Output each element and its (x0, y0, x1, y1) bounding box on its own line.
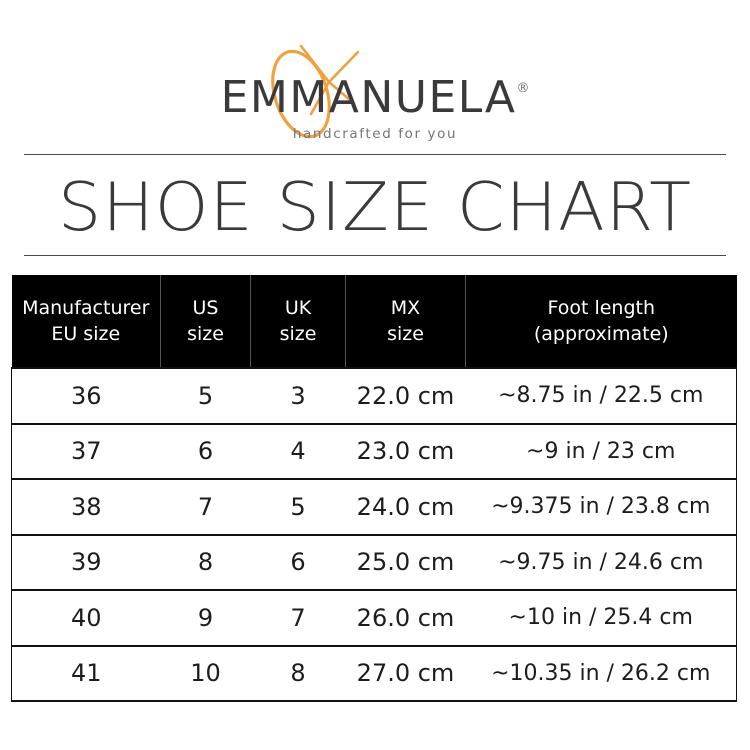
cell-foot-length: ~10.35 in / 26.2 cm (465, 644, 737, 702)
table-row: 41 10 8 27.0 cm ~10.35 in / 26.2 cm (11, 644, 737, 702)
cell-us: 7 (160, 478, 251, 535)
cell-eu: 39 (11, 533, 161, 590)
cell-uk: 4 (250, 422, 346, 479)
table-row: 37 6 4 23.0 cm ~9 in / 23 cm (11, 422, 737, 479)
cell-us: 6 (160, 422, 251, 479)
table-header: Manufacturer EU size US size UK size MX … (11, 275, 737, 368)
shoe-size-table: Manufacturer EU size US size UK size MX … (11, 275, 737, 702)
column-header-us: US size (160, 275, 251, 368)
cell-eu: 36 (11, 367, 161, 424)
column-header-us-line2: size (187, 323, 224, 345)
cell-us: 8 (160, 533, 251, 590)
registered-trademark-icon: ® (516, 81, 530, 96)
cell-eu: 40 (11, 589, 161, 646)
cell-foot-length: ~9.75 in / 24.6 cm (465, 533, 737, 590)
brand-tagline: handcrafted for you (292, 126, 458, 142)
table-body: 36 5 3 22.0 cm ~8.75 in / 22.5 cm 37 6 4… (11, 367, 737, 702)
cell-uk: 6 (250, 533, 346, 590)
table-row: 36 5 3 22.0 cm ~8.75 in / 22.5 cm (11, 367, 737, 424)
title-rule-bottom (24, 255, 726, 256)
cell-eu: 41 (11, 644, 161, 702)
cell-us: 10 (160, 644, 251, 702)
column-header-mx-line1: MX (390, 297, 421, 319)
column-header-mx: MX size (345, 275, 466, 368)
cell-us: 5 (160, 367, 251, 424)
brand-header: EMMANUELA® handcrafted for you (0, 0, 750, 150)
cell-mx: 22.0 cm (345, 367, 466, 424)
cell-mx: 25.0 cm (345, 533, 466, 590)
cell-foot-length: ~8.75 in / 22.5 cm (465, 367, 737, 424)
column-header-uk-line1: UK (284, 297, 312, 319)
cell-foot-length: ~10 in / 25.4 cm (465, 589, 737, 646)
cell-us: 9 (160, 589, 251, 646)
column-header-foot-length-line1: Foot length (547, 297, 656, 319)
cell-eu: 37 (11, 422, 161, 479)
cell-mx: 26.0 cm (345, 589, 466, 646)
cell-eu: 38 (11, 478, 161, 535)
column-header-uk: UK size (250, 275, 346, 368)
cell-mx: 24.0 cm (345, 478, 466, 535)
cell-mx: 27.0 cm (345, 644, 466, 702)
column-header-mx-line2: size (387, 323, 424, 345)
cell-uk: 7 (250, 589, 346, 646)
table-row: 38 7 5 24.0 cm ~9.375 in / 23.8 cm (11, 478, 737, 535)
column-header-eu: Manufacturer EU size (11, 275, 161, 368)
brand-name: EMMANUELA (220, 72, 517, 123)
column-header-eu-line1: Manufacturer (22, 297, 150, 319)
cell-uk: 8 (250, 644, 346, 702)
brand-lockup: EMMANUELA® handcrafted for you (215, 40, 535, 145)
page-title: SHOE SIZE CHART (57, 168, 693, 246)
column-header-us-line1: US (192, 297, 219, 319)
column-header-foot-length: Foot length (approximate) (465, 275, 737, 368)
table-header-row: Manufacturer EU size US size UK size MX … (11, 275, 737, 368)
cell-mx: 23.0 cm (345, 422, 466, 479)
table-row: 39 8 6 25.0 cm ~9.75 in / 24.6 cm (11, 533, 737, 590)
cell-foot-length: ~9.375 in / 23.8 cm (465, 478, 737, 535)
column-header-eu-line2: EU size (51, 323, 121, 345)
cell-uk: 5 (250, 478, 346, 535)
title-rule-top (24, 154, 726, 155)
column-header-foot-length-line2: (approximate) (533, 323, 669, 345)
table-row: 40 9 7 26.0 cm ~10 in / 25.4 cm (11, 589, 737, 646)
column-header-uk-line2: size (279, 323, 317, 345)
brand-wordmark: EMMANUELA® (215, 76, 535, 120)
cell-foot-length: ~9 in / 23 cm (465, 422, 737, 479)
cell-uk: 3 (250, 367, 346, 424)
